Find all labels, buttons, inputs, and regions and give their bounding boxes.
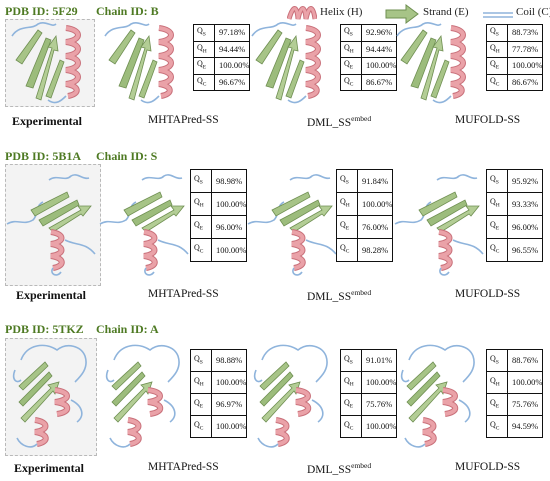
pdb-id-label: PDB ID: 5F29 — [5, 4, 78, 18]
protein-structure-mufold — [393, 166, 487, 282]
metrics-table-mhtapred: QS 98.98% QH 100.00% QE 96.00% QC 100.00% — [190, 169, 248, 262]
protein-structure-mufold — [393, 340, 483, 452]
protein-structure-mufold — [393, 20, 479, 106]
metrics-table-mhtapred: QS 98.88% QH 100.00% QE 96.97% QC 100.00% — [190, 349, 248, 438]
metrics-table-dml: QS 91.84% QH 100.00% QE 76.00% QC 98.28% — [336, 169, 394, 262]
metrics-table-mufold: QS 88.76% QH 100.00% QE 75.76% QC 94.59% — [486, 349, 544, 438]
protein-structure-mhtapred — [101, 20, 187, 106]
helix-legend-label: Helix (H) — [320, 6, 363, 18]
caption-mufold: MUFOLD-SS — [455, 461, 521, 473]
protein-structure-experimental — [8, 20, 94, 106]
caption-mhtapred: MHTAPred-SS — [148, 288, 219, 300]
protein-structure-dml — [248, 20, 334, 106]
caption-mufold: MUFOLD-SS — [455, 114, 521, 126]
strand-arrow-icon — [385, 4, 419, 24]
chain-id-label: Chain ID: B — [96, 4, 159, 18]
caption-dml: DML_SSembed — [307, 114, 372, 129]
coil-legend-label: Coil (C) — [516, 6, 550, 18]
caption-mhtapred: MHTAPred-SS — [148, 114, 219, 126]
metrics-table-dml: QS 91.01% QH 100.00% QE 75.76% QC 100.00% — [340, 349, 398, 438]
strand-legend-label: Strand (E) — [423, 6, 469, 18]
caption-dml: DML_SSembed — [307, 288, 372, 303]
caption-experimental: Experimental — [14, 461, 84, 475]
chain-id-label: Chain ID: A — [96, 322, 159, 336]
coil-icon — [483, 12, 513, 18]
helix-icon — [287, 6, 317, 20]
caption-dml: DML_SSembed — [307, 461, 372, 476]
protein-structure-experimental — [5, 166, 99, 282]
legend: Helix (H) Strand (E) Coil (C) — [287, 2, 550, 26]
caption-experimental: Experimental — [16, 288, 86, 302]
pdb-id-label: PDB ID: 5B1A — [5, 149, 82, 163]
caption-mhtapred: MHTAPred-SS — [148, 461, 219, 473]
metrics-table-mhtapred: QS 97.18% QH 94.44% QE 100.00% QC 96.67% — [193, 24, 251, 92]
protein-structure-mhtapred — [98, 340, 188, 452]
metrics-table-mufold: QS 95.92% QH 93.33% QE 96.00% QC 96.55% — [486, 169, 543, 262]
protein-structure-mhtapred — [98, 166, 192, 282]
metrics-table-dml: QS 92.96% QH 94.44% QE 100.00% QC 86.67% — [340, 24, 398, 92]
pdb-id-label: PDB ID: 5TKZ — [5, 322, 84, 336]
experimental-structure-frame — [5, 338, 97, 456]
protein-structure-dml — [246, 340, 336, 452]
protein-structure-experimental — [5, 340, 95, 452]
caption-experimental: Experimental — [12, 114, 82, 128]
protein-structure-dml — [246, 166, 340, 282]
caption-mufold: MUFOLD-SS — [455, 288, 521, 300]
chain-id-label: Chain ID: S — [96, 149, 158, 163]
metrics-table-mufold: QS 88.73% QH 77.78% QE 100.00% QC 86.67% — [486, 24, 544, 92]
